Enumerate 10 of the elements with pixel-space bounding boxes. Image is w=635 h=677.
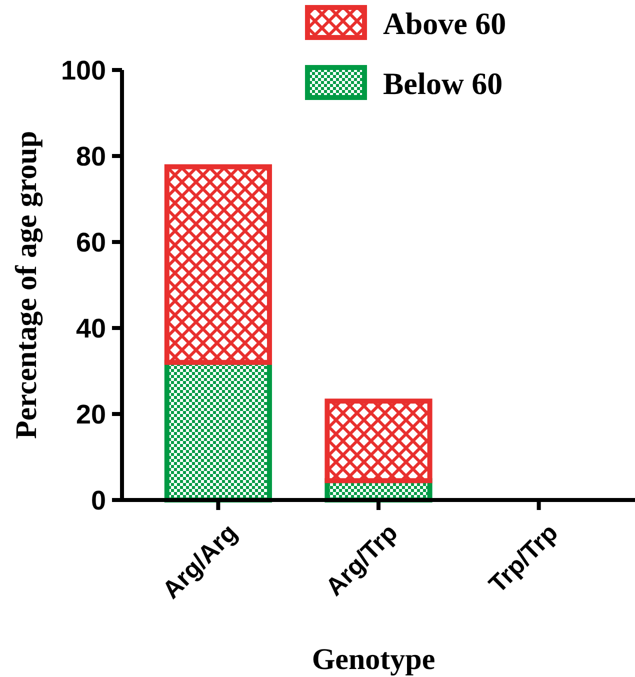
y-tick-label: 0	[90, 485, 106, 516]
x-axis-title: Genotype	[312, 643, 436, 676]
y-tick-label: 60	[76, 227, 106, 258]
y-tick-label: 20	[76, 399, 106, 430]
y-tick-label: 40	[76, 313, 106, 344]
legend-label: Above 60	[383, 6, 506, 41]
y-axis-title: Percentage of age group	[10, 131, 43, 439]
legend-label: Below 60	[383, 66, 503, 101]
y-tick-label: 100	[60, 55, 106, 86]
y-tick-label: 80	[76, 141, 106, 172]
